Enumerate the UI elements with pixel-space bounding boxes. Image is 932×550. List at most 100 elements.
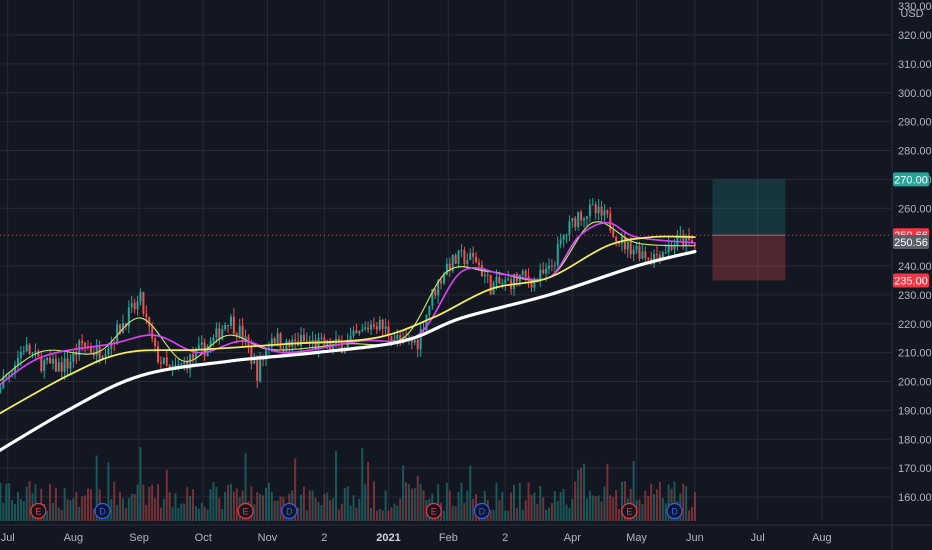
volume-bar xyxy=(215,486,218,521)
volume-bar xyxy=(463,502,466,521)
candle-body xyxy=(276,333,279,344)
candle-body xyxy=(180,363,183,365)
volume-bar xyxy=(168,492,171,521)
volume-bar xyxy=(57,507,60,521)
volume-bar xyxy=(95,455,98,521)
volume-bar xyxy=(562,489,565,521)
candle-body xyxy=(626,239,629,250)
volume-bar xyxy=(346,486,349,521)
candle-body xyxy=(165,357,168,366)
candle-body xyxy=(14,365,17,374)
volume-bar xyxy=(279,496,282,521)
candle-body xyxy=(63,358,66,372)
volume-bar xyxy=(72,498,75,521)
volume-bar xyxy=(606,463,609,521)
earnings-marker[interactable] xyxy=(237,502,254,520)
candle-body xyxy=(530,280,533,288)
dividend-marker[interactable] xyxy=(666,502,683,520)
candle-body xyxy=(685,235,688,247)
volume-bar xyxy=(355,507,358,521)
candle-body xyxy=(658,255,661,260)
volume-bar xyxy=(314,497,317,521)
candle-body xyxy=(31,353,34,355)
target-zone[interactable] xyxy=(712,179,786,236)
candle-body xyxy=(623,237,626,250)
currency-label[interactable]: USD xyxy=(900,8,923,20)
time-axis[interactable]: Jul Aug Sep Oct Nov 2 2021 Feb 2 Apr May Jun Jul Aug xyxy=(0,524,932,544)
price-tick-label: 320.00 xyxy=(898,30,932,42)
volume-bar xyxy=(54,487,57,521)
candle-body xyxy=(183,362,186,364)
candle-body xyxy=(603,210,606,216)
price-axis[interactable]: USD 160.00 170.00 180.00 190.00 200.00 210.00… xyxy=(891,0,932,550)
earnings-marker[interactable] xyxy=(621,502,638,520)
volume-bar xyxy=(151,484,154,521)
volume-bar xyxy=(591,495,594,521)
volume-bar xyxy=(685,486,688,521)
volume-bar xyxy=(623,481,626,521)
candle-body xyxy=(445,263,448,276)
earnings-marker[interactable] xyxy=(425,502,442,520)
volume-bar xyxy=(308,490,311,521)
volume-bar xyxy=(171,507,174,521)
volume-bar xyxy=(553,491,556,521)
volume-bar xyxy=(533,492,536,521)
candle-body xyxy=(548,265,551,269)
position-zones[interactable] xyxy=(0,179,892,281)
earnings-marker[interactable] xyxy=(30,502,47,520)
volume-bar xyxy=(682,483,685,521)
volume-bar xyxy=(594,496,597,521)
volume-bar xyxy=(2,502,5,521)
candle-body xyxy=(410,339,413,343)
volume-bar xyxy=(647,496,650,521)
candle-body xyxy=(69,361,72,369)
candle-body xyxy=(635,245,638,250)
volume-bar xyxy=(221,509,224,521)
price-tick-label: 200.00 xyxy=(898,377,932,389)
event-marker-label: D xyxy=(286,507,293,517)
dividend-marker[interactable] xyxy=(473,502,491,520)
candle-body xyxy=(673,245,676,250)
volume-bar xyxy=(5,483,8,521)
candle-body xyxy=(232,316,235,334)
candle-body xyxy=(264,350,267,360)
volume-bar xyxy=(513,484,515,521)
volume-bar xyxy=(664,503,667,521)
candle-body xyxy=(495,276,498,283)
volume-bar xyxy=(302,486,305,521)
volume-bar xyxy=(186,487,189,521)
volume-bar xyxy=(259,494,262,521)
candle-body xyxy=(139,292,142,302)
volume-bar xyxy=(192,489,195,521)
dividend-marker[interactable] xyxy=(94,502,111,520)
candle-body xyxy=(597,206,600,214)
volume-bar xyxy=(16,491,19,521)
candle-body xyxy=(159,362,162,364)
volume-bar xyxy=(498,500,501,521)
candle-body xyxy=(483,274,486,277)
candle-body xyxy=(311,339,314,343)
dividend-marker[interactable] xyxy=(281,502,298,520)
candle-body xyxy=(5,376,8,378)
candle-body xyxy=(142,292,145,314)
candle-body xyxy=(116,324,119,345)
volume-bar xyxy=(116,504,119,521)
candle-body xyxy=(381,319,384,329)
stop-zone[interactable] xyxy=(712,235,786,281)
candle-body xyxy=(60,362,63,372)
volume-bar xyxy=(51,503,54,521)
candle-body xyxy=(51,358,54,364)
candle-body xyxy=(644,251,647,258)
volume-bar xyxy=(387,510,390,521)
candle-body xyxy=(43,360,46,372)
candle-body xyxy=(676,235,679,246)
price-tick-label: 310.00 xyxy=(898,59,932,71)
event-marker-label: E xyxy=(243,507,249,517)
volume-bar xyxy=(454,506,457,521)
candle-body xyxy=(40,356,43,372)
candle-body xyxy=(600,206,603,216)
volume-bar xyxy=(86,488,89,521)
